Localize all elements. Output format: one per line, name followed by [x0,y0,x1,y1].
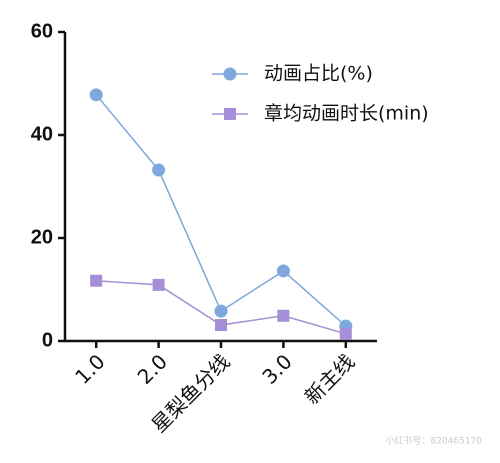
point [215,319,227,332]
series-line [95,94,347,327]
x-tick-label: 3.0 [257,349,296,388]
watermark: 小红书号：820465170 [385,435,482,447]
point [152,163,166,177]
point [152,278,165,291]
y-tick-label: 60 [31,20,53,42]
legend-label: 动画占比(%) [264,63,373,85]
y-tick-label: 0 [42,329,53,351]
legend-marker [223,67,237,81]
point [90,274,103,287]
point [89,88,103,102]
x-tick-label: 新主线 [300,349,359,408]
point [339,327,352,340]
x-tick-label: 2.0 [133,349,172,388]
y-tick-label: 40 [31,123,53,145]
point [277,309,290,322]
legend-label: 章均动画时长(min) [264,103,429,125]
point [276,264,290,278]
x-tick-label: 1.0 [70,349,109,388]
legend-marker [224,108,236,120]
point [214,304,228,318]
y-tick-label: 20 [31,226,53,248]
